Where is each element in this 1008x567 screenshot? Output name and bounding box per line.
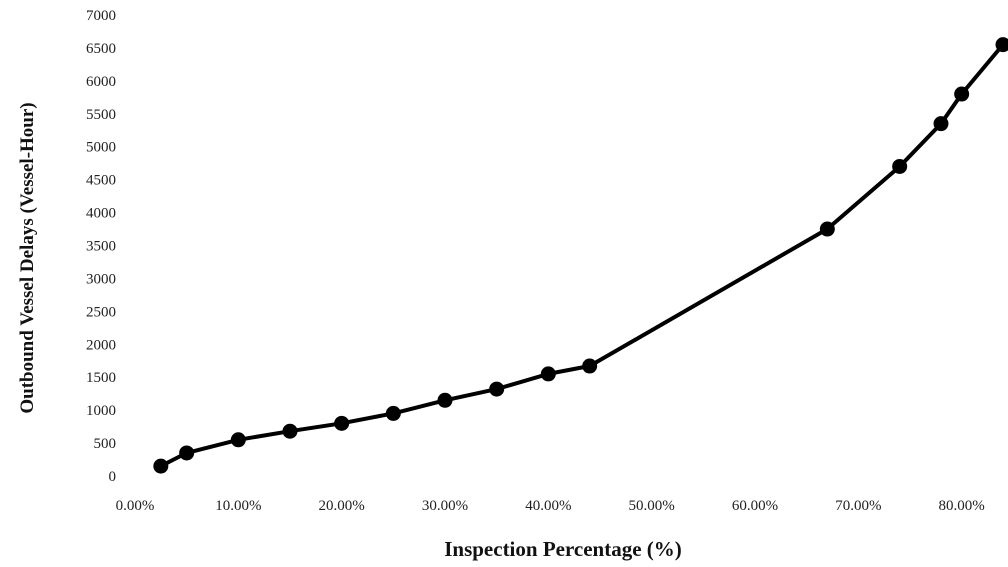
y-tick-label: 4000 — [86, 206, 116, 222]
data-point — [489, 381, 505, 397]
data-point — [954, 86, 970, 102]
y-tick-label: 4500 — [86, 173, 116, 189]
y-tick-label: 0 — [109, 469, 117, 485]
y-tick-label: 500 — [94, 436, 117, 452]
y-axis-title: Outbound Vessel Delays (Vessel-Hour) — [17, 102, 38, 413]
y-tick-label: 7000 — [86, 8, 116, 24]
data-point — [230, 432, 246, 448]
y-tick-label: 6000 — [86, 74, 116, 90]
y-tick-label: 3000 — [86, 271, 116, 287]
series-line — [158, 42, 1005, 469]
data-point — [385, 405, 401, 421]
y-tick-label: 2000 — [86, 337, 116, 353]
data-point — [282, 423, 298, 439]
x-tick-label: 30.00% — [422, 498, 468, 514]
y-tick-label: 1500 — [86, 370, 116, 386]
y-axis-ticks: 0 500 1000 1500 2000 2500 3000 3500 4000 4500 5000… — [86, 8, 116, 485]
x-tick-label: 20.00% — [319, 498, 365, 514]
x-tick-label: 80.00% — [939, 498, 985, 514]
x-axis-title: Inspection Percentage (%) — [444, 537, 682, 561]
x-tick-label: 0.00% — [116, 498, 155, 514]
x-axis-ticks: 0.00% 10.00% 20.00% 30.00% 40.00% 50.00% 60.00… — [116, 498, 985, 514]
data-point — [334, 415, 350, 431]
y-tick-label: 2500 — [86, 304, 116, 320]
data-point — [892, 158, 908, 174]
x-tick-label: 50.00% — [629, 498, 675, 514]
data-point — [540, 366, 556, 382]
y-tick-label: 1000 — [86, 403, 116, 419]
y-tick-label: 5000 — [86, 140, 116, 156]
data-point — [995, 37, 1008, 53]
data-point — [437, 392, 453, 408]
y-tick-label: 5500 — [86, 107, 116, 123]
data-point — [179, 445, 195, 461]
data-point — [153, 458, 169, 474]
data-point — [819, 221, 835, 237]
x-tick-label: 60.00% — [732, 498, 778, 514]
y-tick-label: 3500 — [86, 239, 116, 255]
x-tick-label: 70.00% — [835, 498, 881, 514]
data-point — [582, 358, 598, 374]
x-tick-label: 40.00% — [525, 498, 571, 514]
y-tick-label: 6500 — [86, 41, 116, 57]
data-point — [933, 116, 949, 132]
x-tick-label: 10.00% — [215, 498, 261, 514]
series-layer — [153, 37, 1008, 474]
